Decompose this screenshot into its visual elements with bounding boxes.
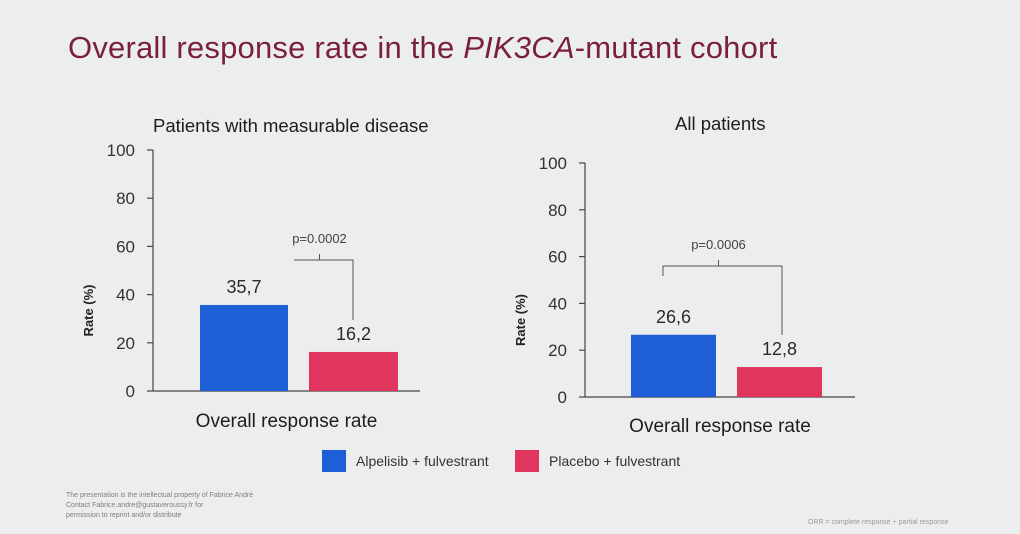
footnote-line-2: Contact Fabrice.andre@gustaveroussy.fr f… — [66, 502, 204, 509]
significance-bracket — [294, 259, 354, 320]
y-tick-label: 80 — [116, 189, 135, 208]
y-tick-label: 0 — [558, 388, 567, 407]
y-tick-label: 60 — [548, 248, 567, 267]
legend-swatch-placebo — [515, 450, 539, 472]
legend-label-alpelisib: Alpelisib + fulvestrant — [356, 453, 489, 469]
x-axis-label: Overall response rate — [196, 411, 378, 432]
p-value-label: p=0.0006 — [691, 237, 746, 252]
slide-title-prefix: Overall response rate in the — [68, 30, 464, 65]
y-tick-label: 100 — [539, 154, 567, 173]
bar-value-label: 12,8 — [762, 339, 797, 359]
y-tick-label: 20 — [548, 341, 567, 360]
p-value-label: p=0.0002 — [292, 231, 347, 246]
legend-label-placebo: Placebo + fulvestrant — [549, 453, 681, 469]
bar-value-label: 16,2 — [336, 324, 371, 344]
footnote-line-1: The presentation is the intellectual pro… — [66, 492, 254, 499]
y-axis-label: Rate (%) — [81, 284, 96, 336]
y-tick-label: 40 — [116, 286, 135, 305]
slide-title: Overall response rate in the PIK3CA-muta… — [68, 30, 777, 66]
bar-alpelisib — [631, 334, 716, 397]
footnote-line-3: permission to reprint and/or distribute — [66, 512, 182, 519]
y-tick-label: 0 — [126, 382, 135, 401]
significance-bracket — [662, 265, 783, 336]
bar-placebo — [737, 367, 822, 397]
legend-item-alpelisib: Alpelisib + fulvestrant — [322, 450, 489, 472]
y-tick-label: 60 — [116, 237, 135, 256]
legend-item-placebo: Placebo + fulvestrant — [515, 450, 680, 472]
chart-2-title: All patients — [675, 113, 766, 134]
bar-value-label: 35,7 — [226, 277, 261, 297]
bar-alpelisib — [200, 304, 288, 391]
y-tick-label: 40 — [548, 294, 567, 313]
y-tick-label: 20 — [116, 334, 135, 353]
slide-title-suffix: -mutant cohort — [574, 30, 778, 65]
x-axis-label: Overall response rate — [629, 416, 811, 437]
bar-placebo — [309, 351, 398, 391]
slide-title-gene: PIK3CA — [463, 30, 575, 65]
y-tick-label: 100 — [107, 141, 135, 160]
copyright-footnote: The presentation is the intellectual pro… — [66, 491, 253, 521]
bar-value-label: 26,6 — [656, 307, 691, 327]
y-axis-label: Rate (%) — [513, 294, 528, 346]
legend-swatch-alpelisib — [322, 450, 346, 472]
y-tick-label: 80 — [548, 201, 567, 220]
abbreviation-note: ORR = complete response + partial respon… — [808, 519, 949, 526]
chart-1-title: Patients with measurable disease — [153, 115, 429, 136]
